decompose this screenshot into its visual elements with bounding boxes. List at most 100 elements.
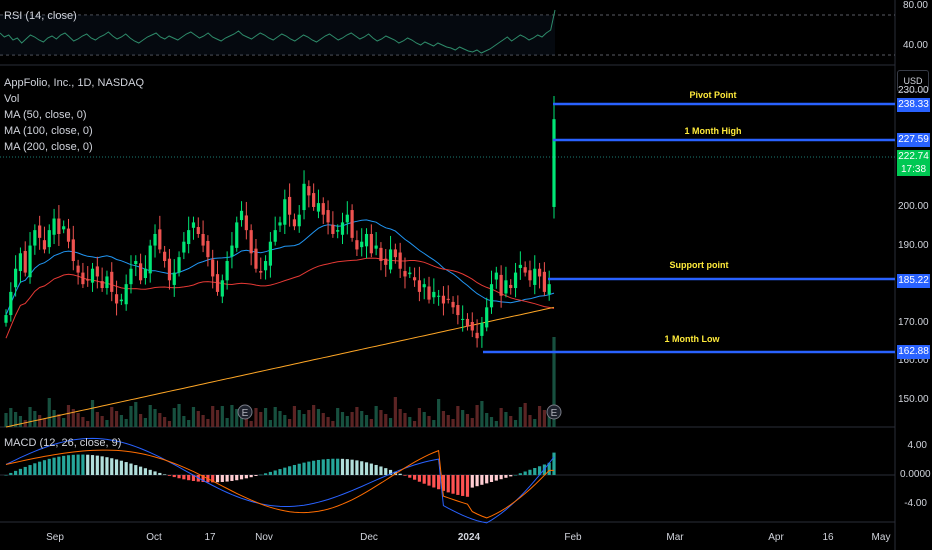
x-label-2024: 2024: [457, 532, 481, 543]
volume-bar: [191, 407, 196, 427]
candle-body: [297, 214, 301, 227]
macd-histogram-bar: [494, 475, 498, 481]
last-price: 222.74: [898, 151, 929, 162]
volume-bar: [374, 406, 378, 427]
candle-body: [340, 222, 345, 235]
candle-body: [278, 222, 282, 226]
macd-histogram-bar: [167, 475, 172, 476]
macd-histogram-bar: [263, 473, 268, 475]
candle-body: [518, 264, 522, 268]
volume-bar: [163, 417, 167, 427]
macd-histogram-bar: [422, 475, 426, 484]
candle-body: [76, 265, 80, 273]
volume-bar: [143, 418, 148, 427]
symbol-title[interactable]: AppFolio, Inc., 1D, NASDAQ: [4, 77, 144, 89]
macd-histogram-bar: [388, 469, 393, 475]
volume-bar: [249, 421, 253, 427]
volume-bar: [461, 410, 465, 427]
volume-bar: [408, 417, 412, 427]
volume-bar: [95, 412, 99, 427]
candle-body: [292, 219, 297, 227]
candle-body: [167, 258, 172, 281]
candle-body: [331, 224, 335, 234]
volume-bar: [206, 419, 210, 427]
candle-body: [244, 215, 248, 231]
legend-ma100[interactable]: MA (100, close, 0): [4, 125, 93, 137]
macd-histogram-bar: [100, 456, 104, 475]
volume-bar: [134, 402, 138, 427]
macd-histogram-bar: [326, 458, 330, 475]
support-annotation: Support point: [669, 260, 729, 270]
macd-histogram-bar: [201, 475, 205, 482]
legend-ma200[interactable]: MA (200, close, 0): [4, 141, 93, 153]
last-price-tag: 222.74 17:38: [897, 150, 930, 176]
candle-body: [273, 230, 277, 242]
currency-button[interactable]: USD: [897, 70, 929, 92]
macd-histogram-bar: [230, 475, 234, 481]
candle-body: [408, 272, 412, 275]
volume-bar: [417, 408, 422, 427]
macd-histogram-bar: [499, 475, 503, 480]
volume-bar: [263, 408, 268, 427]
volume-bar: [14, 412, 18, 427]
x-label-nov: Nov: [255, 532, 273, 543]
legend-vol[interactable]: Vol: [4, 93, 20, 105]
volume-bar: [254, 408, 258, 427]
candle-body: [485, 307, 489, 328]
volume-bar: [470, 418, 474, 427]
macd-histogram-bar: [321, 459, 325, 475]
macd-histogram-bar: [379, 466, 383, 475]
candle-body: [552, 119, 556, 207]
volume-bar: [230, 405, 234, 427]
macd-histogram-bar: [163, 474, 167, 475]
volume-bar: [388, 418, 393, 427]
macd-histogram-bar: [465, 475, 470, 497]
volume-bar: [331, 421, 335, 427]
volume-bar: [259, 412, 263, 427]
volume-bar: [393, 397, 397, 427]
x-label-dec: Dec: [360, 532, 378, 543]
macd-histogram-bar: [153, 471, 157, 475]
volume-bar: [182, 416, 186, 427]
candle-body: [259, 271, 263, 273]
legend-ma50[interactable]: MA (50, close, 0): [4, 109, 87, 121]
candle-body: [134, 261, 138, 265]
candle-body: [47, 230, 51, 248]
macd-histogram-bar: [129, 463, 133, 475]
volume-bar: [167, 421, 172, 427]
candle-body: [465, 318, 470, 327]
candle-body: [379, 247, 383, 262]
volume-bar: [528, 415, 532, 427]
macd-histogram-bar: [23, 466, 27, 475]
macd-histogram-bar: [177, 475, 181, 479]
volume-bar: [475, 405, 479, 427]
rsi-axis-80: 80.00: [902, 0, 928, 11]
candle-body: [254, 248, 258, 269]
macd-label[interactable]: MACD (12, 26, close, 9): [4, 437, 122, 449]
candle-body: [403, 271, 407, 277]
candle-body: [129, 268, 133, 285]
candle-body: [81, 272, 85, 285]
macd-histogram-bar: [345, 459, 349, 475]
macd-histogram-bar: [316, 459, 321, 475]
volume-bar: [509, 416, 513, 427]
volume-bar: [76, 413, 80, 427]
volume-bar: [326, 417, 330, 427]
candle-body: [307, 186, 311, 196]
candle-body: [494, 272, 498, 280]
volume-bar: [312, 405, 316, 427]
macd-histogram-bar: [307, 461, 311, 475]
macd-histogram-bar: [86, 454, 90, 475]
volume-bar: [33, 411, 37, 427]
macd-histogram-bar: [509, 475, 513, 477]
macd-histogram-bar: [412, 475, 417, 480]
candle-body: [417, 280, 422, 292]
macd-histogram-bar: [350, 459, 354, 475]
macd-histogram-bar: [42, 460, 47, 475]
candle-body: [504, 280, 508, 294]
macd-histogram-bar: [489, 475, 494, 482]
volume-bar: [9, 408, 13, 427]
candle-body: [388, 249, 393, 270]
candle-body: [14, 268, 18, 288]
